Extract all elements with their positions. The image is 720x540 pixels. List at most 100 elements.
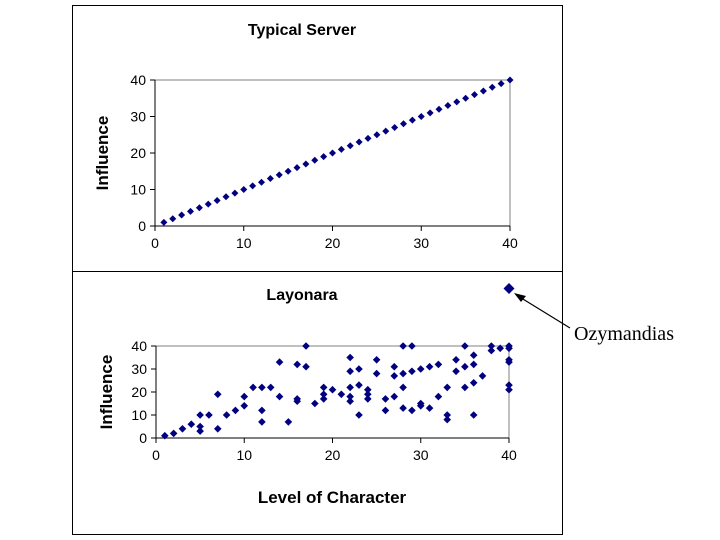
data-point <box>346 142 354 150</box>
data-point <box>444 102 452 110</box>
x-tick-label: 40 <box>502 235 518 251</box>
chart-layonara: Layonara Influence Level of Character Oz… <box>97 283 674 507</box>
data-point <box>391 123 399 131</box>
data-point <box>425 362 434 371</box>
data-point <box>461 383 469 392</box>
data-point <box>390 362 399 371</box>
x-tick-label: 30 <box>413 447 429 463</box>
data-point <box>435 105 443 113</box>
data-point <box>187 207 194 215</box>
data-point <box>461 362 469 371</box>
data-point <box>275 392 284 401</box>
data-point <box>478 372 487 380</box>
data-point <box>443 411 452 419</box>
data-point <box>408 342 416 350</box>
data-point <box>425 404 434 412</box>
data-point <box>355 411 363 419</box>
chart-frame <box>72 5 563 535</box>
data-point <box>479 87 487 95</box>
y-tick-label: 30 <box>131 361 147 377</box>
y-tick-label: 30 <box>130 109 146 125</box>
data-point <box>452 356 460 364</box>
data-point <box>275 171 283 179</box>
data-point <box>469 379 478 387</box>
data-point <box>469 360 478 369</box>
data-point <box>434 360 443 369</box>
data-point <box>381 395 390 403</box>
data-point <box>399 404 407 412</box>
data-point <box>346 353 354 362</box>
data-point <box>505 358 513 366</box>
data-point <box>364 385 372 394</box>
data-point <box>320 153 328 161</box>
x-tick-label: 10 <box>236 235 252 251</box>
data-point <box>346 397 354 405</box>
data-point <box>178 425 187 433</box>
outlier-label: Ozymandias <box>574 323 674 345</box>
data-point <box>319 383 328 392</box>
data-point <box>469 411 478 419</box>
x-tick-label: 30 <box>413 235 429 251</box>
data-point <box>196 427 204 435</box>
y-axis-label: Influence <box>93 116 112 191</box>
data-point <box>213 196 221 204</box>
data-point <box>196 411 204 419</box>
chart-title: Layonara <box>266 287 337 304</box>
data-point <box>337 145 345 153</box>
data-point <box>372 369 381 378</box>
data-point <box>346 383 354 392</box>
outlier-point <box>503 283 515 294</box>
data-point <box>249 182 257 190</box>
x-tick-label: 0 <box>151 235 159 251</box>
data-point <box>434 392 443 401</box>
data-point <box>302 160 310 168</box>
x-axis-label: Level of Character <box>258 488 407 507</box>
data-point <box>400 120 407 128</box>
data-point <box>364 395 372 403</box>
data-point <box>302 362 310 371</box>
data-point <box>284 167 292 175</box>
data-point <box>302 342 310 350</box>
data-point <box>496 344 504 353</box>
data-point <box>364 134 372 142</box>
data-point <box>213 390 222 399</box>
data-point <box>160 218 168 226</box>
data-point <box>311 399 319 408</box>
data-point <box>372 356 381 364</box>
data-point <box>471 91 478 99</box>
data-point <box>195 204 203 212</box>
data-point <box>505 344 513 353</box>
data-point <box>355 381 363 389</box>
data-point <box>311 156 319 164</box>
y-tick-label: 0 <box>139 430 147 446</box>
data-point <box>408 367 416 376</box>
data-point <box>469 351 478 359</box>
y-tick-label: 10 <box>131 407 147 423</box>
data-point <box>416 365 425 373</box>
data-point <box>328 385 337 394</box>
y-tick-label: 0 <box>138 218 146 234</box>
data-point <box>240 402 249 410</box>
data-point <box>231 189 239 197</box>
data-point <box>293 397 301 405</box>
data-point <box>506 76 514 84</box>
data-point <box>390 392 399 401</box>
data-point <box>249 383 257 392</box>
data-point <box>408 116 416 124</box>
data-point <box>355 365 363 373</box>
data-point <box>213 425 222 433</box>
data-point <box>497 80 505 88</box>
data-point <box>364 390 372 399</box>
data-point <box>453 98 461 106</box>
chart-title: Typical Server <box>248 22 356 39</box>
y-tick-label: 20 <box>131 384 147 400</box>
data-point <box>196 422 204 431</box>
data-point <box>178 211 186 219</box>
x-tick-label: 20 <box>325 235 341 251</box>
data-point <box>505 385 513 394</box>
data-point <box>240 186 248 193</box>
data-point <box>390 372 399 380</box>
y-tick-label: 10 <box>130 182 146 198</box>
data-point <box>487 346 496 355</box>
